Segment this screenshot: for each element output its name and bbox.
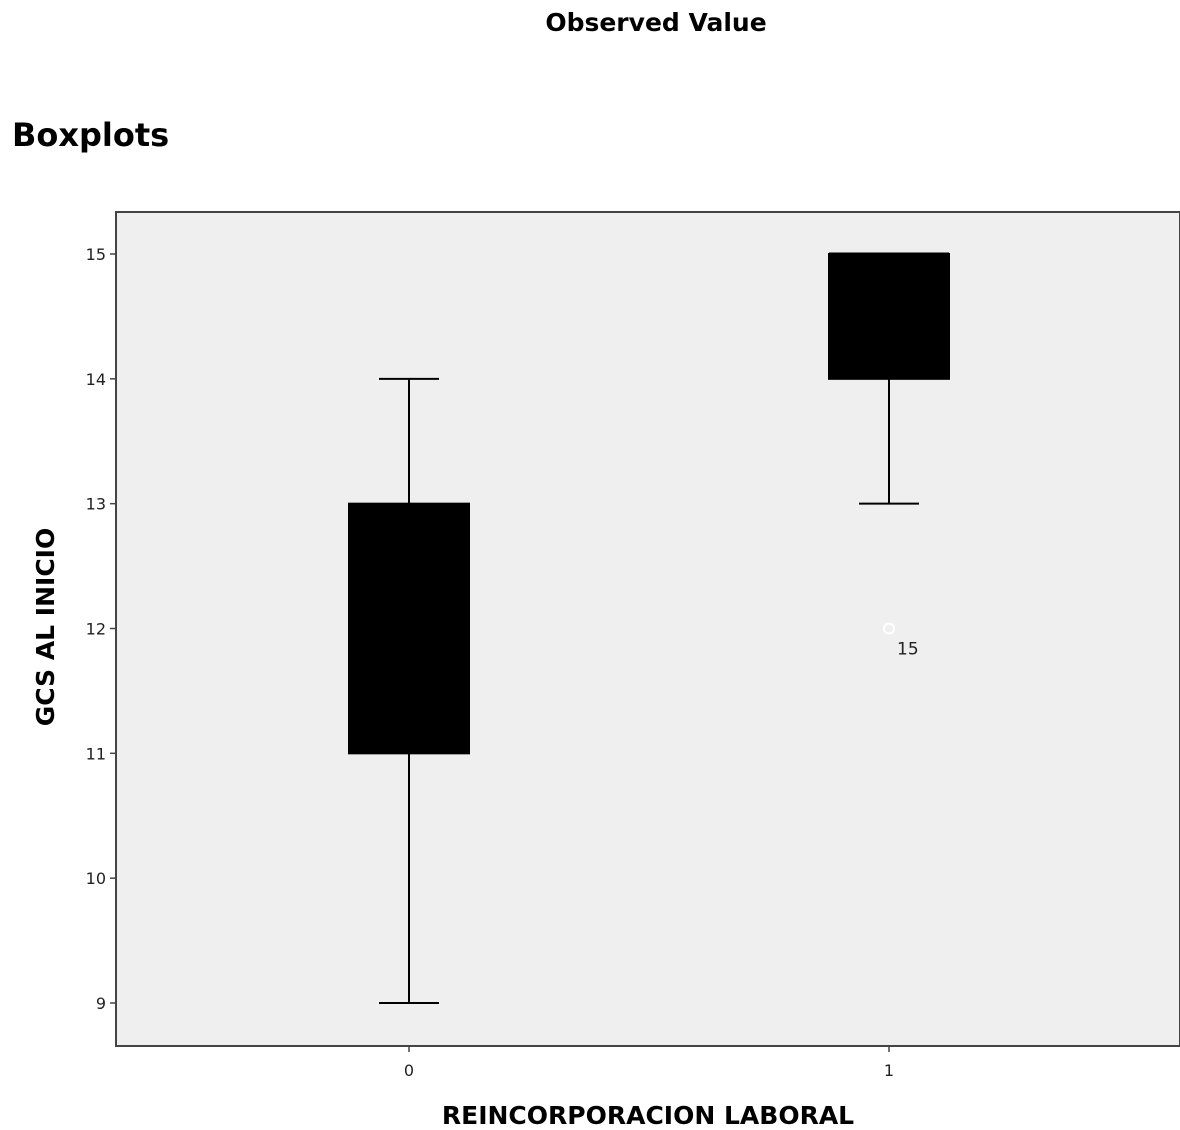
box-group-0: [348, 377, 470, 1004]
y-axis-label: GCS AL INICIO: [31, 528, 60, 726]
y-tick-label: 12: [86, 620, 106, 639]
section-title: Boxplots: [12, 116, 170, 154]
box-body: [828, 253, 950, 380]
boxes: 15: [348, 252, 950, 1004]
box-group-1: 15: [828, 252, 950, 660]
y-tick-label: 13: [86, 495, 106, 514]
x-tick-label: 1: [884, 1061, 894, 1080]
outlier-point: [883, 622, 895, 635]
y-tick-label: 9: [96, 994, 106, 1013]
y-tick-label: 10: [86, 869, 106, 888]
y-tick-label: 14: [86, 370, 106, 389]
plot-area: [115, 211, 1180, 1047]
top-caption: Observed Value: [545, 8, 767, 37]
x-axis-label: REINCORPORACION LABORAL: [442, 1101, 854, 1130]
y-tick-label: 11: [86, 744, 106, 763]
outlier-label: 15: [897, 640, 919, 660]
y-tick-label: 15: [86, 245, 106, 264]
y-axis: 9 10 11 12 13 14 15: [86, 245, 116, 1013]
x-tick-label: 0: [404, 1061, 414, 1080]
